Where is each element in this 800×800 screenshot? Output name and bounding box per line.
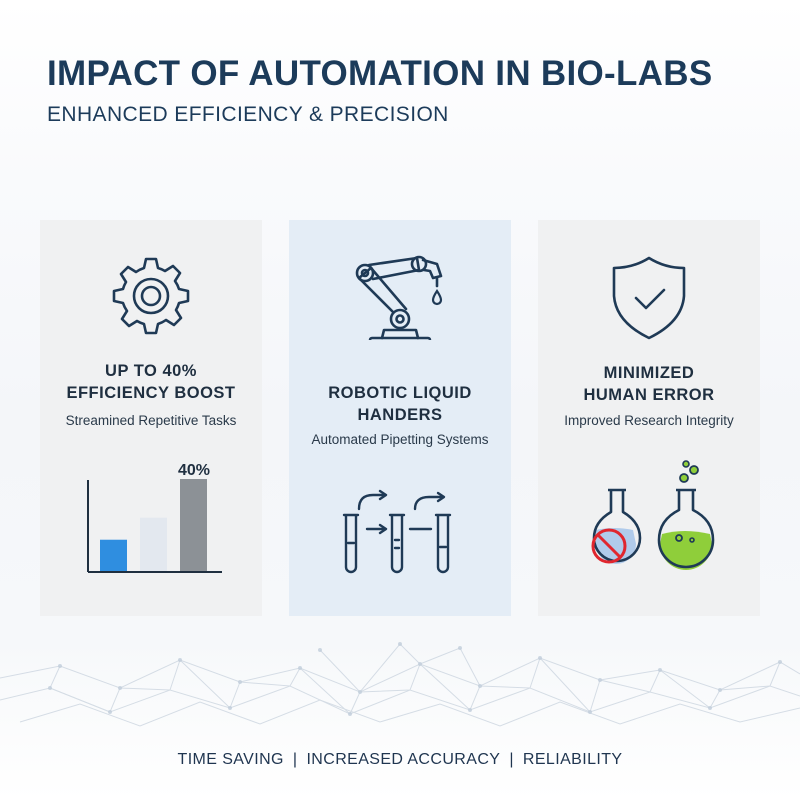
card-description: Improved Research Integrity — [564, 413, 734, 428]
footer-item-accuracy: INCREASED ACCURACY — [306, 751, 501, 768]
card-error: MINIMIZED HUMAN ERROR Improved Research … — [538, 220, 760, 616]
footer-tagline: TIME SAVING | INCREASED ACCURACY | RELIABILI… — [0, 751, 800, 769]
correct-flask-icon — [657, 460, 715, 570]
card-efficiency: UP TO 40% EFFICIENCY BOOST Streamined Re… — [40, 220, 262, 616]
page-subtitle: ENHANCED EFFICIENCY & PRECISION — [47, 103, 449, 126]
footer-separator: | — [509, 751, 514, 768]
card-heading: MINIMIZED HUMAN ERROR — [583, 364, 715, 404]
network-decoration — [0, 642, 800, 727]
gear-icon — [112, 257, 190, 335]
card-heading: ROBOTIC LIQUID HANDERS — [328, 384, 472, 424]
page-title: IMPACT OF AUTOMATION IN BIO-LABS — [47, 54, 713, 93]
bar-chart: 40% — [87, 462, 222, 573]
footer-item-reliability: RELIABILITY — [522, 751, 623, 768]
card-robotic: ROBOTIC LIQUID HANDERS Automated Pipetti… — [289, 220, 511, 616]
bar-value-label: 40% — [178, 462, 210, 479]
robotic-arm-icon — [355, 255, 443, 340]
footer-separator: | — [292, 751, 298, 768]
card-description: Streamined Repetitive Tasks — [65, 413, 237, 428]
bar-3 — [180, 479, 207, 571]
card-description: Automated Pipetting Systems — [311, 432, 489, 447]
shield-check-icon — [612, 256, 686, 340]
footer-item-time-saving: TIME SAVING — [177, 751, 284, 768]
flasks-error-vs-correct-icon — [591, 460, 715, 570]
bar-2 — [140, 517, 167, 571]
bar-1 — [100, 539, 127, 571]
error-flask-icon — [591, 488, 642, 564]
test-tubes-transfer-icon — [342, 489, 452, 574]
card-heading: UP TO 40% EFFICIENCY BOOST — [66, 362, 236, 402]
